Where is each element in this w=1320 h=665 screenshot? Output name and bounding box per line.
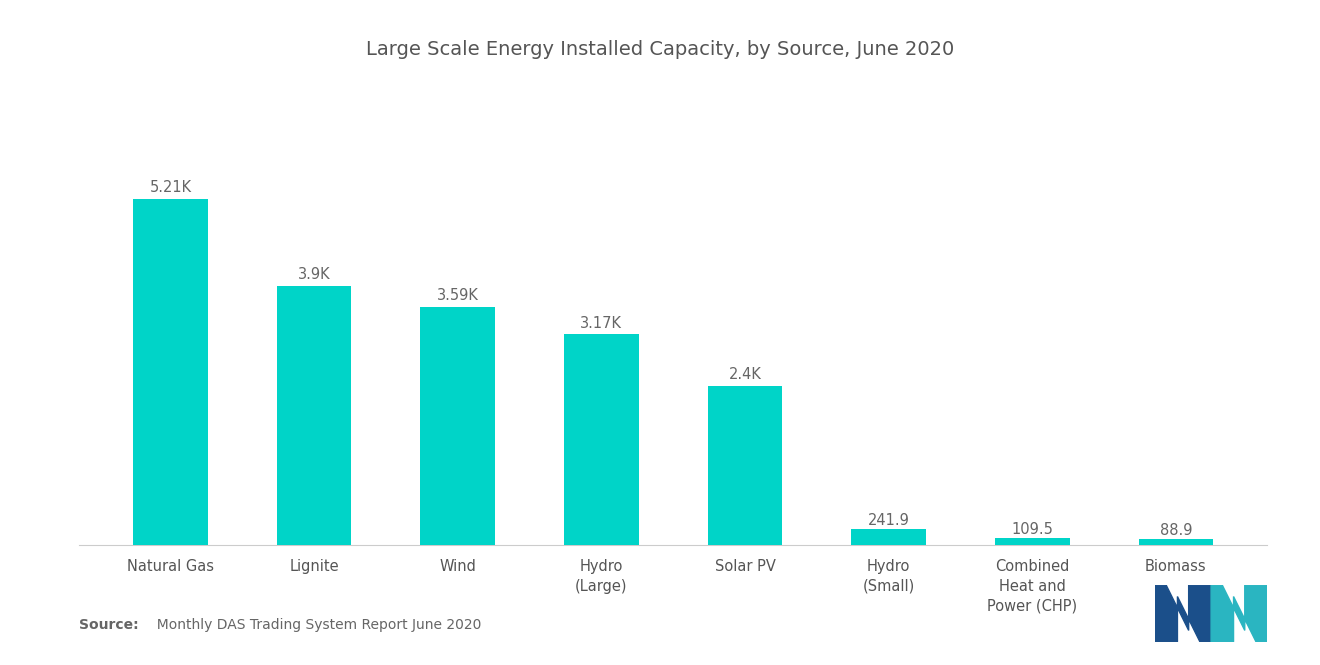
Text: 3.17K: 3.17K — [581, 316, 623, 331]
Text: 5.21K: 5.21K — [149, 180, 191, 195]
Bar — [564, 334, 639, 545]
Bar — [708, 386, 783, 545]
Bar — [851, 529, 925, 545]
Polygon shape — [1155, 585, 1212, 642]
Text: 3.9K: 3.9K — [298, 267, 330, 282]
Bar — [1139, 539, 1213, 545]
Bar — [133, 199, 207, 545]
Text: 2.4K: 2.4K — [729, 367, 762, 382]
Text: 3.59K: 3.59K — [437, 288, 479, 303]
Text: 109.5: 109.5 — [1011, 521, 1053, 537]
Text: 241.9: 241.9 — [867, 513, 909, 528]
Polygon shape — [1212, 585, 1267, 642]
Text: 88.9: 88.9 — [1159, 523, 1192, 538]
Bar — [421, 307, 495, 545]
Text: Large Scale Energy Installed Capacity, by Source, June 2020: Large Scale Energy Installed Capacity, b… — [366, 40, 954, 59]
Bar — [995, 538, 1069, 545]
Text: Source:: Source: — [79, 618, 139, 632]
Bar — [277, 286, 351, 545]
Text: Monthly DAS Trading System Report June 2020: Monthly DAS Trading System Report June 2… — [148, 618, 482, 632]
